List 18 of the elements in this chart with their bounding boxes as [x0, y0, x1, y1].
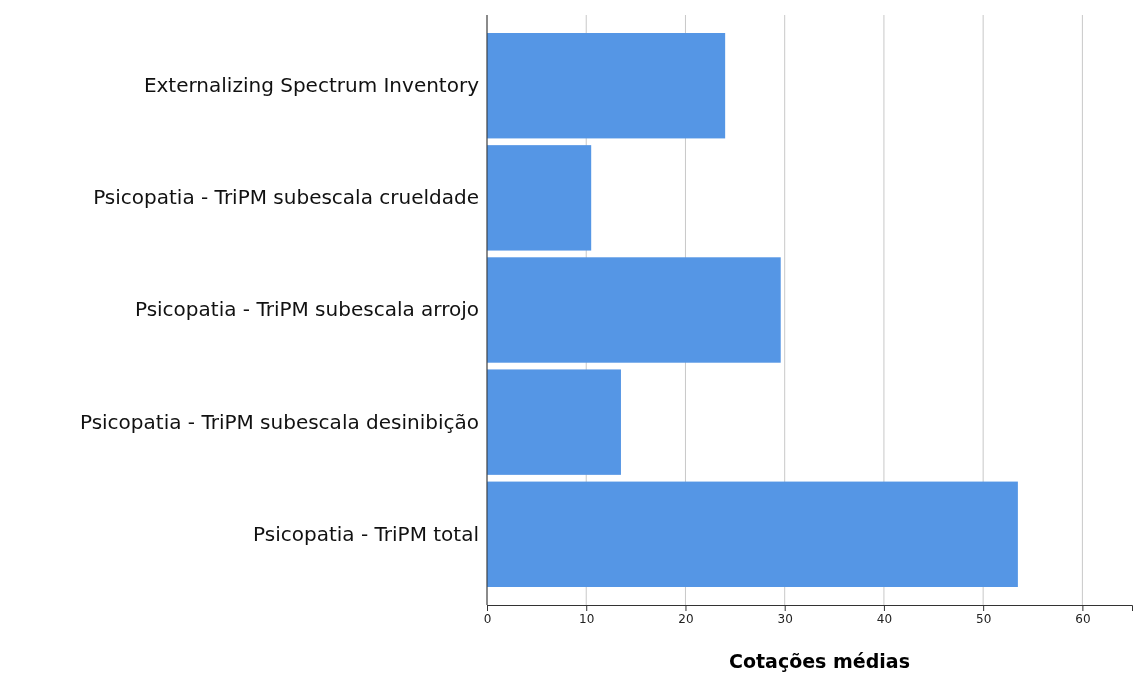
x-tick-label: 10: [579, 611, 595, 626]
y-tick-label: Psicopatia - TriPM total: [253, 521, 479, 546]
x-tick-label: 50: [976, 611, 992, 626]
bar: [487, 481, 1018, 587]
x-tick-label: 0: [483, 611, 492, 626]
x-axis-title: Cotações médias: [729, 650, 910, 672]
y-tick-label: Psicopatia - TriPM subescala desinibição: [79, 409, 479, 434]
x-tick-label: 20: [678, 611, 694, 626]
y-tick-label: Psicopatia - TriPM subescala crueldade: [93, 185, 479, 210]
x-tick-label: 60: [1075, 611, 1091, 626]
bar: [487, 145, 592, 251]
x-tick-label: 30: [777, 611, 793, 626]
y-tick-label: Externalizing Spectrum Inventory: [143, 73, 480, 98]
y-tick-label: Psicopatia - TriPM subescala arrojo: [134, 297, 479, 322]
bar: [487, 257, 781, 363]
bar: [487, 33, 726, 139]
bar: [487, 369, 621, 475]
x-tick-label: 40: [876, 611, 893, 626]
